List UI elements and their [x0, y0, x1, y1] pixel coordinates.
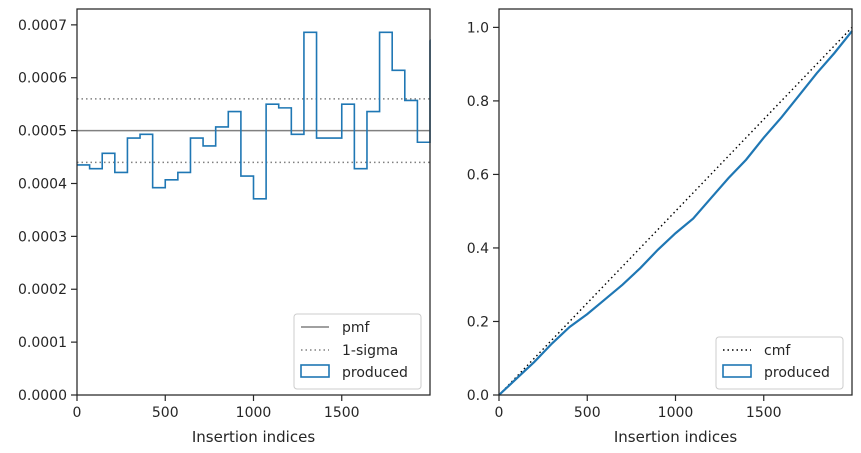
left-produced-step-series [77, 31, 431, 200]
right-legend-produced-label: produced [764, 365, 830, 381]
left-y-ticks: 0.0000 0.0001 0.0002 0.0003 0.0004 0.0005 0.00… [18, 18, 77, 404]
left-y-tick-label: 0.0000 [18, 388, 67, 404]
left-legend: pmf 1-sigma produced [293, 313, 422, 390]
right-legend: cmf produced [715, 336, 844, 390]
right-x-tick-label: 1000 [658, 405, 694, 421]
left-y-tick-label: 0.0003 [18, 229, 67, 245]
left-y-tick-label: 0.0006 [18, 71, 67, 87]
right-x-tick-label: 1500 [746, 405, 782, 421]
left-legend-produced-label: produced [342, 365, 408, 381]
right-y-tick-label: 0.4 [467, 241, 489, 257]
right-y-ticks: 0.0 0.2 0.4 0.6 0.8 1.0 [467, 20, 499, 404]
left-legend-sigma-label: 1-sigma [342, 343, 398, 359]
right-legend-produced-swatch [722, 364, 752, 378]
right-x-tick-label: 0 [495, 405, 504, 421]
left-panel: 0 500 1000 1500 0.00000.00010.00020.00030.0… [18, 8, 431, 446]
left-x-tick-label: 500 [152, 405, 179, 421]
left-x-tick-label: 1000 [236, 405, 272, 421]
right-y-tick-label: 1.0 [467, 20, 489, 36]
left-legend-pmf-label: pmf [342, 320, 371, 336]
left-y-tick-label: 0.0005 [18, 124, 67, 140]
right-panel: 0 500 1000 1500 0.0 0.2 0.4 0.6 0.8 1.0 Insertio… [467, 8, 853, 446]
left-x-ticks: 0 500 1000 1500 [73, 395, 360, 421]
right-legend-cmf-label: cmf [764, 343, 791, 359]
right-legend-box [715, 336, 844, 390]
right-y-tick-label: 0.8 [467, 94, 489, 110]
right-produced-line [498, 30, 853, 396]
right-y-tick-label: 0.0 [467, 388, 489, 404]
left-legend-produced-swatch [300, 364, 330, 378]
right-x-tick-label: 500 [574, 405, 601, 421]
left-y-tick-label: 0.0004 [18, 176, 67, 192]
left-legend-box [293, 313, 422, 390]
right-y-tick-label: 0.2 [467, 314, 489, 330]
left-x-tick-label: 1500 [324, 405, 360, 421]
left-y-tick-label: 0.0007 [18, 18, 67, 34]
left-y-tick-label: 0.0001 [18, 335, 67, 351]
right-x-ticks: 0 500 1000 1500 [495, 395, 782, 421]
left-reference-lines [77, 98, 430, 164]
right-y-tick-label: 0.6 [467, 167, 489, 183]
right-x-axis-label: Insertion indices [614, 428, 737, 446]
left-y-tick-label: 0.0002 [18, 282, 67, 298]
left-x-tick-label: 0 [73, 405, 82, 421]
left-x-axis-label: Insertion indices [192, 428, 315, 446]
